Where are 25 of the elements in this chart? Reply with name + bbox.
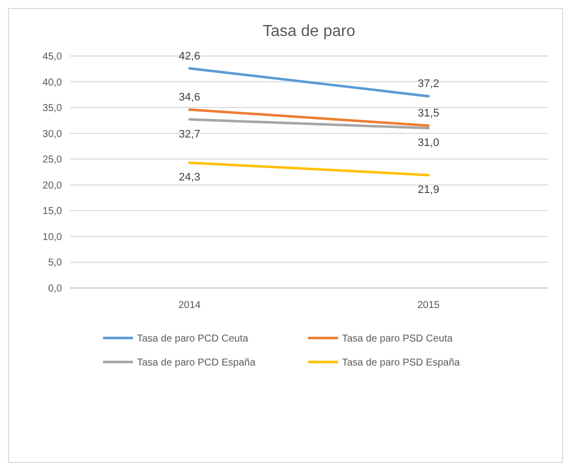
y-tick-label: 5,0 (48, 258, 62, 269)
x-tick-label: 2014 (178, 300, 202, 311)
data-label: 21,9 (418, 184, 440, 196)
legend-label: Tasa de paro PCD España (137, 358, 256, 368)
data-label: 31,5 (418, 108, 440, 120)
chart-title: Tasa de paro (262, 23, 356, 40)
y-tick-label: 40,0 (42, 77, 62, 88)
data-label: 31,0 (418, 137, 440, 150)
y-tick-label: 20,0 (42, 180, 62, 192)
y-tick-label: 45,0 (42, 52, 62, 62)
y-tick-label: 10,0 (42, 232, 62, 243)
legend-label: Tasa de paro PSD España (342, 358, 460, 368)
legend-label: Tasa de paro PSD Ceuta (342, 334, 454, 344)
data-label: 34,6 (178, 92, 200, 104)
data-label: 32,7 (178, 128, 200, 140)
y-tick-label: 0,0 (48, 284, 62, 294)
data-label: 24,3 (178, 172, 200, 184)
y-tick-label: 25,0 (42, 154, 62, 166)
legend-label: Tasa de paro PCD Ceuta (137, 334, 249, 344)
data-label: 42,6 (178, 50, 200, 62)
data-label: 37,2 (418, 78, 440, 90)
y-tick-label: 35,0 (42, 103, 62, 114)
y-tick-label: 30,0 (42, 128, 62, 140)
y-tick-label: 15,0 (42, 206, 62, 218)
x-tick-label: 2015 (417, 300, 440, 311)
